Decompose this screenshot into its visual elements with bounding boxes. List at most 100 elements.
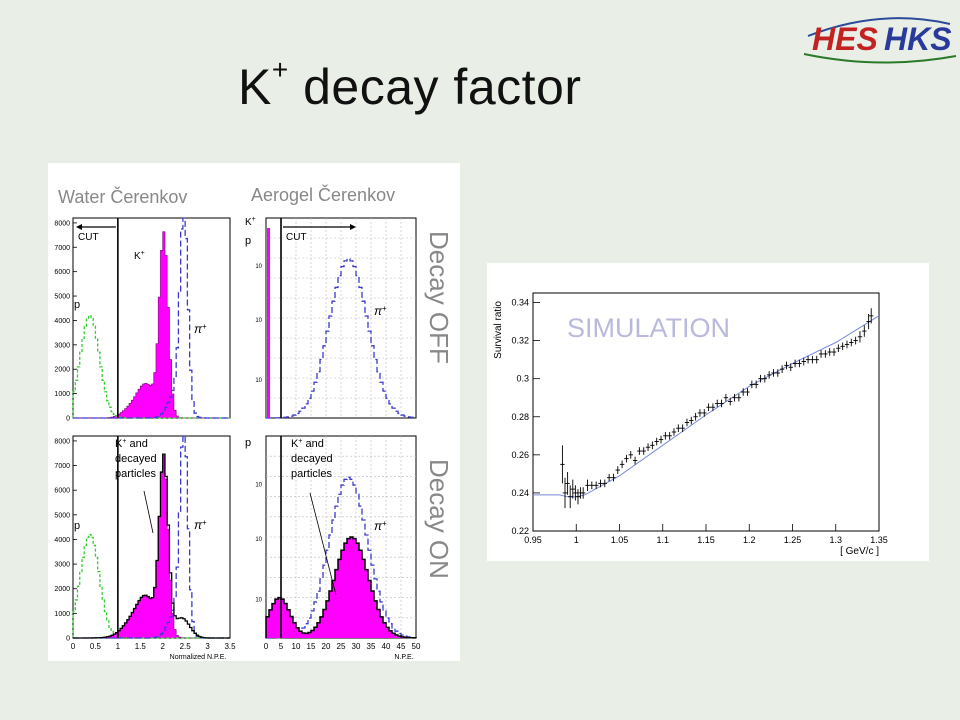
column-title-aerogel: Aerogel Čerenkov: [251, 184, 395, 205]
plot-frame: [532, 292, 880, 532]
aerogel-x-tick-label: 45: [397, 642, 406, 651]
aerogel-y-tick-label: 10: [255, 598, 262, 604]
simulation-watermark: SIMULATION: [567, 313, 730, 343]
water-x-tick-label: 3: [205, 642, 210, 651]
aerogel-kdecay-label-line2: decayed: [291, 453, 333, 465]
aerogel-x-tick-label: 35: [367, 642, 376, 651]
aerogel-proton-label-decay-off: p: [245, 235, 251, 247]
water-x-tick-label: 2.5: [180, 642, 192, 651]
aerogel-pion-histogram-decay-on: [265, 476, 417, 639]
aerogel-cut-arrowhead: [350, 224, 356, 230]
aerogel-x-tick-label: 5: [279, 642, 284, 651]
row-label-decay-off: Decay OFF: [424, 231, 454, 364]
water-y-tick-label: 2000: [54, 586, 70, 593]
water-y-tick-label: 7000: [54, 245, 70, 252]
water-y-tick-label: 7000: [54, 463, 70, 470]
water-proton-histogram-decay-off: [72, 314, 230, 419]
water-kdecay-label-line1: K+ and: [115, 438, 148, 450]
aerogel-pion-label-decay-on-sup: +: [382, 519, 387, 528]
water-y-tick-label: 4000: [54, 318, 70, 325]
aerogel-kdecay-label-sup: +: [298, 438, 302, 445]
y-tick-label: 0.22: [511, 526, 529, 536]
water-y-tick-label: 0: [66, 416, 70, 423]
y-tick-label: 0.32: [511, 336, 529, 346]
water-y-tick-label: 4000: [54, 537, 70, 544]
water-y-tick-label: 6000: [54, 488, 70, 495]
x-tick-label: 1: [574, 535, 579, 545]
x-tick-label: 1.15: [697, 535, 715, 545]
water-y-tick-label: 6000: [54, 269, 70, 276]
aerogel-y-tick-label: 10: [255, 537, 262, 543]
water-y-tick-label: 3000: [54, 342, 70, 349]
water-x-tick-label: 3.5: [224, 642, 236, 651]
water-x-tick-label: 0.5: [90, 642, 102, 651]
aerogel-kaon-label-decay-off-sup: +: [252, 216, 256, 223]
x-tick-label: 1.05: [611, 535, 629, 545]
logo-text-hes: HES: [812, 21, 878, 57]
slide-title: K+ decay factor: [238, 54, 582, 115]
water-y-tick-label: 5000: [54, 512, 70, 519]
water-kdecay-label-line2: decayed: [115, 453, 157, 465]
water-x-tick-label: 2: [160, 642, 165, 651]
y-tick-label: 0.28: [511, 412, 529, 422]
water-pion-histogram-decay-off: [73, 217, 230, 419]
hes-hks-logo: HES HKS: [803, 17, 957, 64]
water-kdecay-label-line3: particles: [115, 468, 156, 480]
water-kdecay-label-sup: +: [122, 438, 126, 445]
survival-ratio-chart: SIMULATION 0.95 1 1.05 1.1 1.15 1.2 1.25 1.3 1.35…: [487, 263, 929, 561]
water-x-tick-label: 1.5: [135, 642, 147, 651]
water-kaon-label-decay-off-sup: +: [141, 250, 145, 257]
aerogel-y-tick-label: 10: [255, 264, 262, 270]
y-tick-label: 0.3: [516, 374, 529, 384]
x-tick-label: 1.3: [829, 535, 842, 545]
aerogel-x-tick-label: 0: [264, 642, 269, 651]
x-tick-label: 1.1: [656, 535, 669, 545]
aerogel-kdecay-label-line1: K+ and: [291, 438, 324, 450]
aerogel-x-tick-label: 50: [412, 642, 421, 651]
aerogel-kdecay-label-line3: particles: [291, 468, 332, 480]
aerogel-y-tick-label: 10: [255, 378, 262, 384]
x-axis-title: [ GeV/c ]: [840, 546, 879, 557]
water-y-tick-label: 1000: [54, 391, 70, 398]
logo-swoosh-top: [807, 17, 951, 37]
aerogel-y-tick-label: 10: [255, 483, 262, 489]
water-y-tick-label: 2000: [54, 367, 70, 374]
x-tick-label: 1.35: [870, 535, 888, 545]
water-x-tick-label: 1: [116, 642, 121, 651]
aerogel-pion-label-decay-off-sup: +: [382, 304, 387, 313]
water-y-tick-label: 0: [66, 636, 70, 643]
aerogel-kaon-histogram-decay-on: [265, 536, 417, 639]
aerogel-pion-histogram-decay-off: [265, 258, 417, 419]
y-tick-label: 0.26: [511, 450, 529, 460]
water-proton-label-decay-on: p: [74, 520, 80, 532]
water-y-tick-label: 5000: [54, 294, 70, 301]
logo-swoosh-bottom: [803, 53, 957, 64]
water-x-axis-title: Normalized N.P.E.: [170, 654, 227, 661]
water-y-tick-label: 3000: [54, 562, 70, 569]
aerogel-kdecay-label-and: and: [302, 438, 323, 450]
aerogel-kdecay-pointer: [309, 492, 337, 596]
water-y-tick-label: 1000: [54, 611, 70, 618]
water-kdecay-pointer: [143, 490, 154, 534]
aerogel-x-tick-label: 30: [352, 642, 361, 651]
water-y-tick-label: 8000: [54, 438, 70, 445]
water-kdecay-label-and: and: [126, 438, 147, 450]
aerogel-proton-label-decay-on: p: [245, 437, 251, 449]
aerogel-x-axis-title: N.P.E.: [394, 654, 413, 661]
aerogel-x-tick-label: 40: [382, 642, 391, 651]
aerogel-kaon-bar-decay-off: [267, 228, 270, 418]
aerogel-x-tick-label: 10: [292, 642, 301, 651]
water-cut-arrowhead: [76, 224, 82, 230]
aerogel-x-tick-label: 25: [337, 642, 346, 651]
water-x-tick-label: 0: [71, 642, 76, 651]
water-cut-label: CUT: [78, 232, 99, 243]
water-pion-label-decay-on-sup: +: [202, 518, 207, 527]
x-tick-label: 0.95: [524, 535, 542, 545]
water-y-tick-label: 8000: [54, 220, 70, 227]
water-proton-label-decay-off: p: [74, 299, 80, 311]
aerogel-y-tick-label: 10: [255, 318, 262, 324]
water-pion-label-decay-off-sup: +: [202, 322, 207, 331]
y-tick-label: 0.24: [511, 488, 529, 498]
aerogel-cut-label: CUT: [286, 232, 307, 243]
row-label-decay-on: Decay ON: [424, 459, 454, 579]
